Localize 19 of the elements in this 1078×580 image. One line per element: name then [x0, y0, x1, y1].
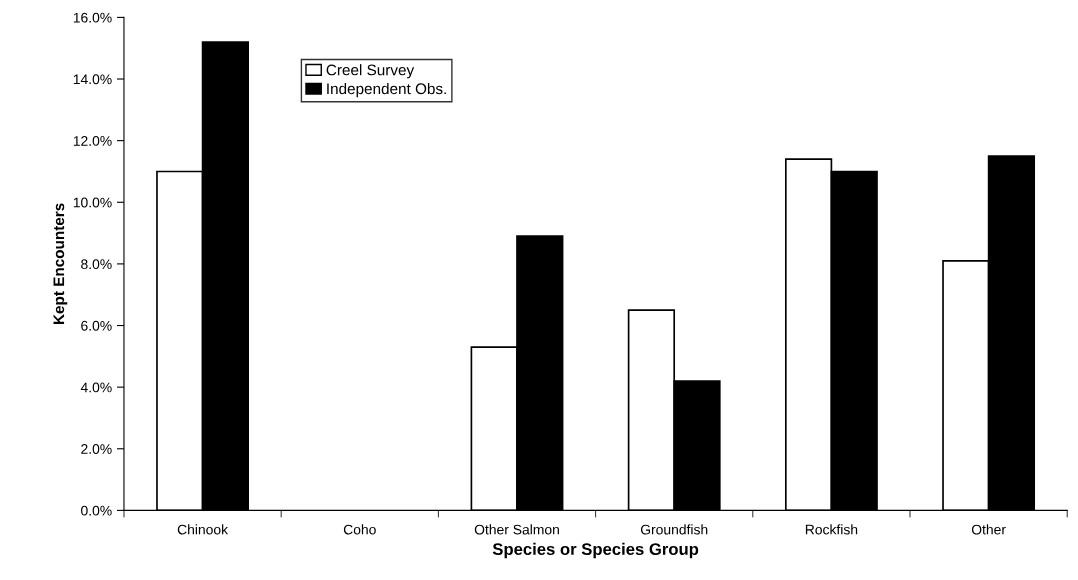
y-tick-label: 12.0%	[73, 135, 112, 146]
x-tick-label: Groundfish	[640, 524, 708, 535]
x-tick-label: Chinook	[177, 524, 229, 535]
x-tick-label: Other	[971, 524, 1006, 535]
legend-label: Creel Survey	[326, 64, 415, 79]
y-tick-label: 16.0%	[73, 12, 112, 23]
y-tick-label: 8.0%	[81, 259, 112, 270]
x-tick-label: Coho	[343, 524, 376, 535]
y-tick-label: 0.0%	[81, 505, 112, 516]
legend-label: Independent Obs.	[327, 82, 446, 98]
y-tick-label: 2.0%	[81, 444, 112, 454]
y-tick-label: 6.0%	[81, 320, 112, 331]
x-tick-label: Rockfish	[805, 524, 858, 535]
y-tick-label: 4.0%	[80, 382, 112, 393]
x-axis-title: Species or Species Group	[492, 542, 699, 559]
y-axis-title: Kept Encounters	[53, 203, 68, 324]
y-tick-label: 14.0%	[73, 74, 112, 85]
x-tick-label: Other Salmon	[474, 524, 559, 535]
y-tick-label: 10.0%	[73, 197, 112, 208]
